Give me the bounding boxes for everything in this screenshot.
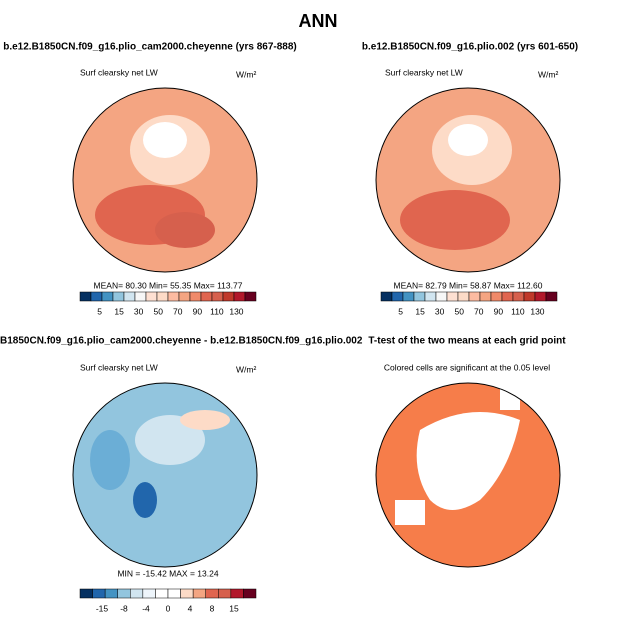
colorbar-box: [512, 291, 525, 302]
panel-title: b.e12.B1850CN.f09_g16.plio.002 (yrs 601-…: [362, 42, 578, 53]
colorbar-box: [233, 291, 246, 302]
panel-subtitle: Surf clearsky net LW: [385, 67, 463, 77]
colorbar-label: 130: [229, 306, 243, 316]
colorbar-box: [142, 588, 156, 599]
colorbar-label: 5: [97, 306, 102, 316]
colorbar-box: [145, 291, 158, 302]
panel-title: b.e12.B1850CN.f09_g16.plio_cam2000.cheye…: [3, 42, 297, 53]
colorbar-label: 90: [193, 306, 203, 316]
colorbar-box: [200, 291, 213, 302]
colorbar-box: [222, 291, 235, 302]
colorbar-box: [243, 588, 257, 599]
stats: MEAN= 82.79 Min= 58.87 Max= 112.60: [394, 280, 543, 290]
colorbar-box: [130, 588, 144, 599]
colorbar-box: [167, 588, 181, 599]
map-border: [375, 87, 561, 273]
colorbar-box: [90, 291, 103, 302]
map-border: [375, 382, 561, 568]
map-border: [72, 87, 258, 273]
map: [73, 88, 257, 272]
colorbar-box: [155, 588, 169, 599]
colorbar-label: 30: [435, 306, 445, 316]
colorbar-box: [501, 291, 514, 302]
colorbar-box: [92, 588, 106, 599]
colorbar-box: [523, 291, 536, 302]
colorbar-box: [479, 291, 492, 302]
panel-title: B1850CN.f09_g16.plio_cam2000.cheyenne - …: [0, 336, 363, 347]
colorbar-label: 50: [153, 306, 163, 316]
colorbar-box: [490, 291, 503, 302]
colorbar-box: [435, 291, 448, 302]
colorbar-box: [117, 588, 131, 599]
colorbar-box: [446, 291, 459, 302]
colorbar-box: [192, 588, 206, 599]
figure-title: ANN: [299, 11, 338, 31]
panel-subtitle: Surf clearsky net LW: [80, 67, 158, 77]
colorbar-box: [104, 588, 118, 599]
colorbar-label: 0: [166, 603, 171, 613]
units: W/m²: [236, 364, 256, 374]
colorbar-label: 15: [114, 306, 124, 316]
colorbar-box: [211, 291, 224, 302]
colorbar-label: 30: [134, 306, 144, 316]
colorbar-label: 4: [188, 603, 193, 613]
colorbar-label: 110: [511, 306, 525, 316]
colorbar-box: [123, 291, 136, 302]
colorbar-box: [218, 588, 232, 599]
colorbar-box: [156, 291, 169, 302]
colorbar-label: 130: [530, 306, 544, 316]
colorbar-label: 5: [398, 306, 403, 316]
colorbar-label: -15: [96, 603, 109, 613]
colorbar-box: [244, 291, 257, 302]
map: [73, 383, 257, 567]
panel-subtitle: Surf clearsky net LW: [80, 362, 158, 372]
colorbar-box: [178, 291, 191, 302]
colorbar-box: [545, 291, 558, 302]
colorbar-box: [391, 291, 404, 302]
colorbar-label: -8: [120, 603, 128, 613]
colorbar-box: [134, 291, 147, 302]
colorbar-box: [534, 291, 547, 302]
colorbar-box: [167, 291, 180, 302]
colorbar-label: 70: [173, 306, 183, 316]
map: [376, 88, 560, 272]
panel-title: T-test of the two means at each grid poi…: [368, 336, 566, 347]
colorbar-box: [424, 291, 437, 302]
colorbar-box: [457, 291, 470, 302]
colorbar-box: [79, 588, 93, 599]
colorbar-box: [468, 291, 481, 302]
colorbar-label: 70: [474, 306, 484, 316]
colorbar-box: [413, 291, 426, 302]
colorbar-box: [189, 291, 202, 302]
colorbar-box: [101, 291, 114, 302]
colorbar-label: 90: [494, 306, 504, 316]
colorbar-label: 15: [229, 603, 239, 613]
colorbar-box: [180, 588, 194, 599]
colorbar-label: 110: [210, 306, 224, 316]
colorbar-label: 8: [210, 603, 215, 613]
units: W/m²: [236, 69, 256, 79]
map: [376, 383, 560, 567]
colorbar-box: [79, 291, 92, 302]
colorbar-box: [230, 588, 244, 599]
map-border: [72, 382, 258, 568]
panel-subtitle: Colored cells are significant at the 0.0…: [384, 362, 550, 372]
colorbar-box: [112, 291, 125, 302]
stats: MEAN= 80.30 Min= 55.35 Max= 113.77: [94, 280, 243, 290]
colorbar-box: [205, 588, 219, 599]
colorbar-label: 50: [454, 306, 464, 316]
units: W/m²: [538, 69, 558, 79]
colorbar-box: [380, 291, 393, 302]
colorbar-label: 15: [415, 306, 425, 316]
colorbar-label: -4: [142, 603, 150, 613]
stats: MIN = -15.42 MAX = 13.24: [117, 568, 218, 578]
colorbar-box: [402, 291, 415, 302]
